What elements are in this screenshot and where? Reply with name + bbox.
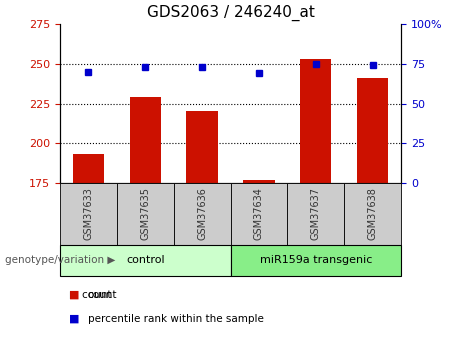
Bar [60,183,117,245]
Bar [344,183,401,245]
Bar [230,183,287,245]
Bar [243,180,275,183]
Bar [73,154,104,183]
Title: GDS2063 / 246240_at: GDS2063 / 246240_at [147,5,314,21]
Bar [357,78,388,183]
Text: GSM37633: GSM37633 [83,187,94,240]
Bar [60,245,230,276]
Text: ■: ■ [69,314,80,324]
Text: ■: ■ [69,290,80,300]
Bar [300,59,331,183]
Text: genotype/variation ▶: genotype/variation ▶ [5,256,115,265]
Bar [186,111,218,183]
Text: ■ count: ■ count [69,290,112,300]
Bar [174,183,230,245]
Text: percentile rank within the sample: percentile rank within the sample [88,314,264,324]
Text: GSM37636: GSM37636 [197,187,207,240]
Bar [230,245,401,276]
Text: miR159a transgenic: miR159a transgenic [260,256,372,265]
Bar [287,183,344,245]
Text: count: count [88,290,117,300]
Text: GSM37638: GSM37638 [367,187,378,240]
Text: GSM37634: GSM37634 [254,187,264,240]
Bar [117,183,174,245]
Bar [130,97,161,183]
Text: GSM37637: GSM37637 [311,187,321,240]
Text: control: control [126,256,165,265]
Text: GSM37635: GSM37635 [140,187,150,240]
